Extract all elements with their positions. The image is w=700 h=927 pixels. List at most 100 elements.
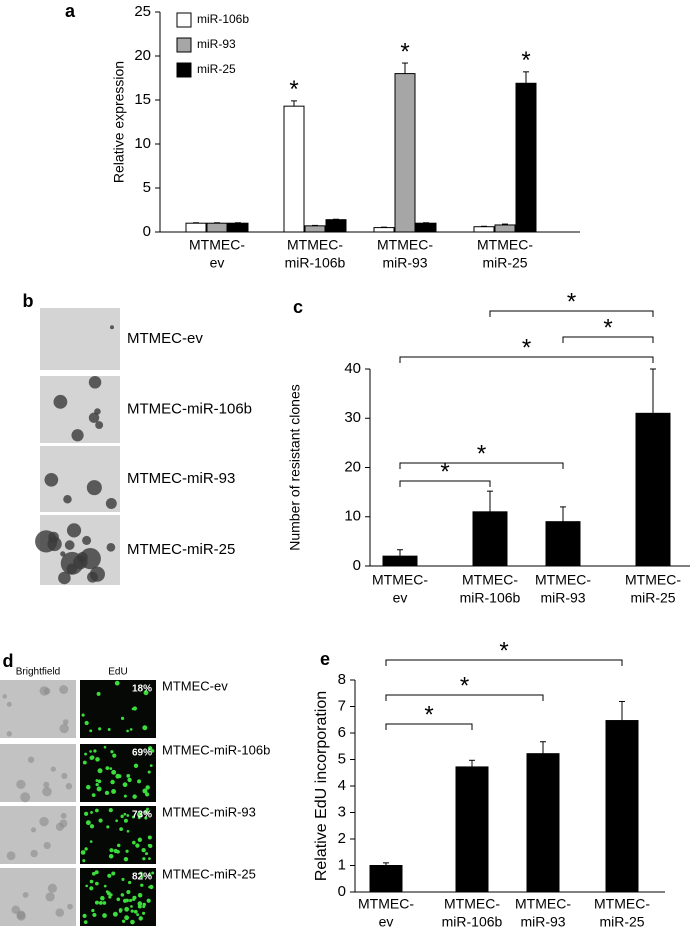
cell (39, 686, 50, 696)
cell (30, 827, 37, 833)
edu-nucleus (95, 757, 100, 762)
colony (71, 429, 84, 442)
colony (63, 494, 72, 504)
edu-nucleus (95, 808, 99, 813)
edu-nucleus (144, 792, 150, 797)
y-axis-label: Relative expression (111, 61, 127, 183)
cell (2, 694, 7, 699)
edu-nucleus (125, 898, 129, 903)
edu-percent: 18% (132, 684, 152, 695)
edu-nucleus (125, 908, 129, 912)
legend-label: miR-106b (197, 12, 249, 26)
edu-nucleus (130, 909, 134, 913)
legend-label: miR-93 (197, 37, 236, 51)
comparison-label: * (603, 314, 612, 341)
edu-nucleus (120, 814, 124, 819)
edu-percent: 69% (132, 748, 152, 759)
y-tick-label: 15 (134, 91, 151, 108)
edu-nucleus (110, 779, 115, 785)
comparison-label: * (460, 672, 469, 699)
comparison-bracket (385, 694, 544, 701)
edu-nucleus (96, 691, 101, 696)
x-tick-label: MTMEC- (444, 896, 500, 912)
colony (58, 571, 71, 585)
y-axis-label: Relative EdU incorporation (313, 691, 330, 881)
edu-nucleus (85, 820, 91, 826)
comparison-bracket (399, 480, 491, 487)
edu-nucleus (85, 784, 91, 790)
cell (67, 903, 73, 910)
edu-nucleus (107, 728, 111, 731)
edu-nucleus (142, 788, 148, 794)
edu-nucleus (103, 884, 107, 888)
edu-nucleus (116, 843, 121, 848)
edu-nucleus (121, 877, 125, 881)
colony (47, 536, 62, 552)
y-tick-label: 10 (344, 508, 361, 525)
x-tick-label: miR-25 (630, 590, 675, 606)
cell (55, 908, 65, 917)
edu-nucleus (95, 782, 99, 787)
bar (515, 82, 537, 233)
row-label: MTMEC-miR-106b (127, 400, 252, 417)
y-tick-label: 6 (338, 724, 346, 741)
x-tick-label: ev (393, 590, 408, 606)
edu-nucleus (123, 812, 127, 816)
brightfield-image (0, 868, 76, 926)
edu-nucleus (120, 893, 125, 897)
panel-label: a (65, 1, 76, 21)
bar (545, 521, 581, 567)
bar (526, 753, 560, 893)
edu-image (80, 868, 156, 926)
edu-nucleus (91, 908, 95, 913)
edu-nucleus (104, 790, 110, 796)
comparison-bracket (385, 723, 473, 730)
edu-nucleus (127, 777, 132, 783)
edu-nucleus (141, 847, 146, 853)
edu-nucleus (83, 920, 88, 924)
x-tick-label: MTMEC- (535, 572, 591, 588)
cell (22, 892, 29, 898)
edu-image (80, 806, 156, 864)
colony (66, 563, 78, 575)
edu-nucleus (115, 819, 119, 823)
edu-nucleus (135, 843, 140, 848)
edu-nucleus (84, 811, 89, 816)
panel-label: e (320, 649, 330, 669)
row-label: MTMEC-ev (127, 330, 203, 347)
x-tick-label: MTMEC- (377, 237, 433, 253)
bar (382, 555, 418, 567)
edu-nucleus (98, 900, 103, 905)
edu-nucleus (109, 767, 113, 771)
edu-nucleus (130, 905, 133, 908)
x-tick-label: MTMEC- (372, 572, 428, 588)
edu-nucleus (137, 901, 143, 906)
bar (455, 766, 489, 893)
bar (605, 720, 639, 893)
edu-nucleus (123, 794, 127, 798)
y-tick-label: 20 (344, 458, 361, 475)
x-tick-label: miR-106b (460, 590, 521, 606)
edu-nucleus (122, 782, 128, 788)
edu-nucleus (89, 755, 94, 760)
micrograph (40, 308, 120, 370)
edu-nucleus (136, 812, 142, 817)
colony (88, 412, 100, 424)
edu-nucleus (82, 859, 86, 863)
colony (60, 551, 66, 557)
edu-nucleus (146, 898, 151, 903)
bar (394, 73, 416, 233)
row-label: MTMEC-miR-106b (162, 742, 270, 757)
edu-nucleus (91, 793, 96, 798)
edu-nucleus (137, 904, 142, 909)
edu-nucleus (106, 825, 110, 829)
comparison-bracket (562, 336, 654, 343)
x-tick-label: miR-25 (482, 255, 527, 271)
y-tick-label: 25 (134, 3, 151, 20)
edu-nucleus (81, 713, 85, 717)
cell (6, 701, 12, 707)
x-tick-label: ev (379, 914, 394, 927)
edu-nucleus (142, 905, 146, 909)
bar (185, 222, 207, 233)
x-tick-label: miR-106b (442, 914, 503, 927)
